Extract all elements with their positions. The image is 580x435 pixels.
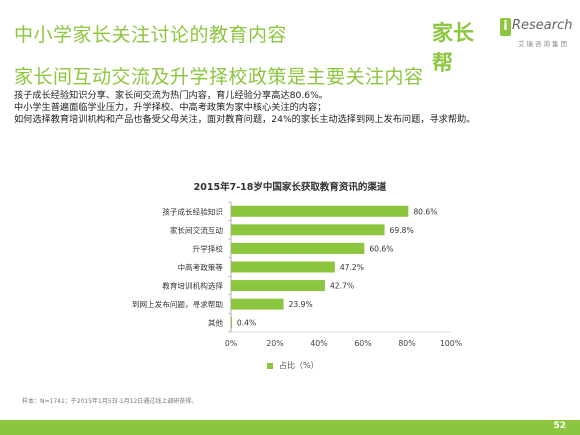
x-tick-label: 0%	[225, 339, 237, 348]
bar	[231, 205, 409, 217]
description: 孩子成长经验知识分享、家长间交流为热门内容，育儿经验分享高达80.6%。 中小学…	[14, 90, 475, 126]
value-label: 47.2%	[340, 263, 364, 272]
bar	[231, 242, 365, 254]
bar	[231, 224, 385, 236]
category-label: 孩子成长经验知识	[162, 206, 223, 216]
legend-label: 占比（%）	[279, 361, 319, 370]
iresearch-logo-i: i	[500, 18, 511, 36]
page-number: 52	[553, 421, 566, 431]
page-subtitle: 家长间互动交流及升学择校政策是主要关注内容	[14, 66, 424, 88]
value-label: 42.7%	[330, 282, 354, 291]
sample-note: 样本：N=1741；于2015年1月5日-1月12日通过线上调研获得。	[22, 398, 198, 405]
chart-title: 2015年7-18岁中国家长获取教育资讯的渠道	[193, 182, 387, 193]
bar	[231, 280, 325, 292]
legend-swatch	[267, 362, 273, 369]
value-label: 80.6%	[413, 207, 437, 216]
value-label: 0.4%	[237, 319, 256, 328]
description-line: 如何选择教育培训机构和产品也备受父母关注，面对教育问题，24%的家长主动选择到网…	[14, 114, 476, 125]
bar	[231, 298, 284, 310]
bar-chart: 孩子成长经验知识 80.6% 家长间交流互动 69.8% 升学择校 60.6% 中高考政策等…	[132, 201, 462, 348]
x-tick-label: 20%	[266, 339, 283, 348]
category-label: 升学择校	[193, 243, 224, 253]
category-label: 中高考政策等	[177, 262, 223, 272]
x-tick-label: 60%	[354, 339, 371, 348]
category-label: 教育培训机构选择	[162, 281, 223, 291]
category-label: 家长间交流互动	[170, 225, 224, 235]
footer-bar	[0, 420, 580, 435]
value-label: 60.6%	[369, 244, 393, 253]
iresearch-logo-text: Research	[512, 18, 573, 33]
description-line: 中小学生普遍面临学业压力，升学择校、中高考政策为家中核心关注的内容；	[14, 102, 327, 113]
x-tick-label: 100%	[440, 339, 462, 348]
value-label: 69.8%	[390, 226, 414, 235]
description-line: 孩子成长经验知识分享、家长间交流为热门内容，育儿经验分享高达80.6%。	[14, 90, 328, 101]
category-label: 其他	[208, 318, 224, 328]
iresearch-logo-subtext: 艾瑞咨询集团	[518, 40, 569, 48]
bar	[231, 317, 232, 329]
chart-legend: 占比（%）	[267, 360, 319, 371]
jiazhangbang-logo: 家长帮	[432, 21, 474, 75]
bar	[231, 261, 335, 273]
value-label: 23.9%	[289, 300, 313, 309]
x-tick-label: 40%	[310, 339, 327, 348]
page-title: 中小学家长关注讨论的教育内容	[14, 24, 288, 46]
iresearch-logo: i Research 艾瑞咨询集团	[500, 14, 573, 50]
x-tick-label: 80%	[398, 339, 415, 348]
category-label: 到网上发布问题，寻求帮助	[132, 299, 224, 309]
